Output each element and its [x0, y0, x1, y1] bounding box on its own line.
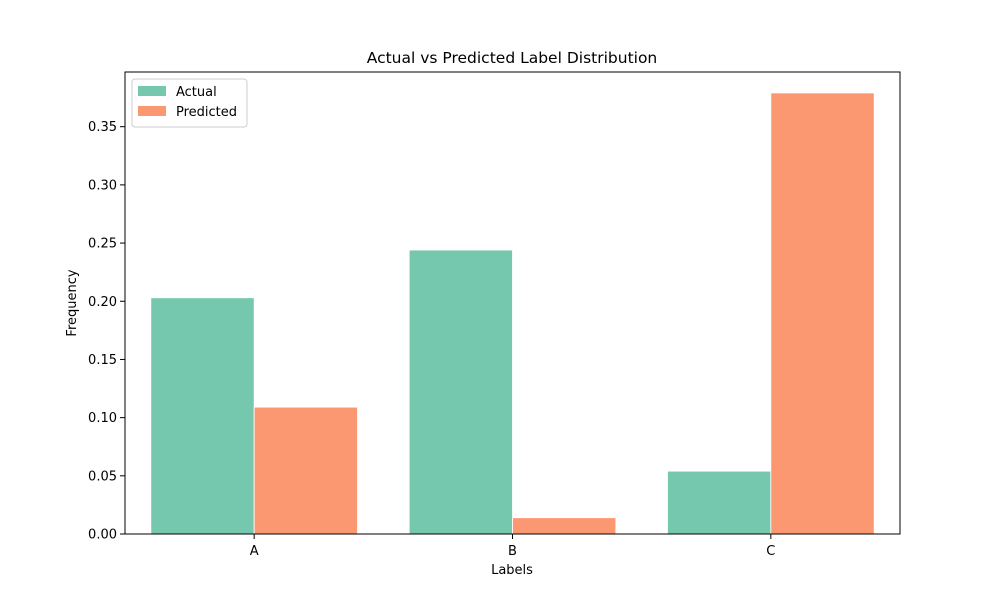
legend-label-actual: Actual	[176, 85, 217, 100]
y-axis: 0.00 0.05 0.10 0.15 0.20 0.25 0.30 0.35	[88, 120, 125, 543]
x-tick-label: C	[766, 544, 775, 559]
y-tick-label: 0.30	[88, 178, 117, 193]
y-tick-label: 0.05	[88, 469, 117, 484]
y-tick-label: 0.35	[88, 120, 117, 135]
chart-title: Actual vs Predicted Label Distribution	[367, 49, 658, 67]
legend-label-predicted: Predicted	[176, 105, 237, 120]
x-axis: A B C	[250, 534, 775, 559]
x-tick-label: A	[250, 544, 259, 559]
bar-predicted-c	[770, 92, 875, 535]
y-axis-label: Frequency	[65, 269, 80, 336]
legend-swatch-actual	[138, 86, 166, 96]
y-tick-label: 0.25	[88, 237, 117, 252]
bar-actual-a	[150, 297, 255, 535]
bars-layer	[150, 92, 875, 535]
legend: Actual Predicted	[131, 78, 248, 128]
bar-predicted-a	[253, 406, 358, 535]
y-tick-label: 0.20	[88, 295, 117, 310]
bar-actual-b	[408, 249, 513, 535]
bar-actual-c	[667, 470, 772, 535]
plot-frame	[124, 71, 901, 535]
x-tick-label: B	[508, 544, 517, 559]
y-tick-label: 0.10	[88, 411, 117, 426]
bar-predicted-b	[512, 517, 617, 535]
y-tick-label: 0.00	[88, 528, 117, 543]
legend-swatch-predicted	[138, 106, 166, 116]
y-tick-label: 0.15	[88, 353, 117, 368]
x-axis-label: Labels	[491, 563, 533, 578]
